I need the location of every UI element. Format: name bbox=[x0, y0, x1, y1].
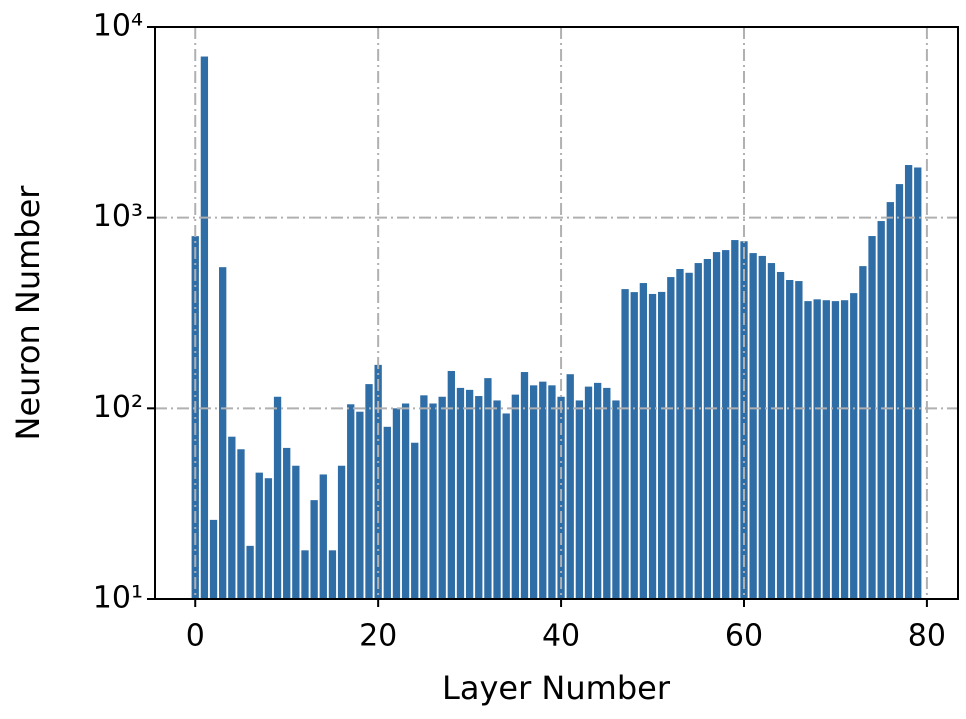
bar bbox=[895, 184, 904, 600]
bar bbox=[356, 411, 364, 599]
bar bbox=[612, 400, 620, 599]
bar bbox=[694, 263, 702, 599]
bar bbox=[475, 396, 483, 599]
bar bbox=[731, 240, 739, 600]
bar bbox=[529, 385, 538, 599]
bar bbox=[237, 449, 245, 599]
x-tick-label: 60 bbox=[725, 619, 763, 654]
bar bbox=[392, 408, 401, 599]
bar bbox=[804, 301, 812, 599]
bar bbox=[776, 271, 785, 599]
bar bbox=[658, 291, 666, 599]
y-axis-label: Neuron Number bbox=[9, 185, 47, 441]
bar bbox=[539, 381, 547, 599]
bar bbox=[447, 370, 455, 599]
bar bbox=[484, 378, 492, 599]
bar bbox=[520, 372, 529, 599]
x-tick-label: 40 bbox=[542, 619, 580, 654]
bar bbox=[740, 241, 748, 599]
bar bbox=[813, 299, 821, 599]
y-tick-label: 10³ bbox=[93, 199, 143, 234]
bar bbox=[914, 167, 922, 599]
bar bbox=[822, 300, 830, 599]
bar bbox=[831, 301, 840, 599]
x-tick-label: 0 bbox=[186, 619, 205, 654]
bar bbox=[566, 374, 574, 599]
bar bbox=[767, 263, 776, 599]
bar bbox=[310, 500, 318, 599]
bar bbox=[685, 272, 693, 599]
bar bbox=[209, 519, 218, 599]
bar bbox=[630, 292, 638, 599]
bar bbox=[465, 389, 474, 599]
bar bbox=[347, 404, 355, 599]
bar bbox=[429, 403, 437, 599]
bar bbox=[374, 364, 382, 599]
bar bbox=[639, 283, 648, 599]
bar bbox=[511, 394, 520, 599]
bar bbox=[904, 165, 913, 599]
bar bbox=[548, 385, 556, 599]
bar bbox=[219, 267, 227, 599]
bar bbox=[319, 474, 327, 599]
bar bbox=[786, 280, 794, 599]
bar bbox=[859, 266, 867, 599]
bar bbox=[420, 395, 428, 599]
plot-frame bbox=[154, 26, 959, 600]
bar bbox=[273, 396, 282, 599]
bar bbox=[438, 396, 446, 599]
bar bbox=[621, 289, 629, 599]
bar bbox=[722, 250, 730, 600]
bar bbox=[328, 550, 337, 599]
bar bbox=[365, 384, 373, 599]
bar bbox=[795, 281, 803, 599]
bar bbox=[593, 382, 602, 599]
bar bbox=[228, 436, 236, 599]
bar bbox=[292, 465, 300, 599]
bar bbox=[301, 550, 309, 599]
bar bbox=[493, 400, 501, 599]
y-tick-label: 10² bbox=[93, 390, 143, 425]
bar bbox=[246, 545, 254, 599]
x-tick-label: 80 bbox=[908, 619, 946, 654]
bar bbox=[603, 387, 611, 599]
bar bbox=[264, 478, 273, 599]
y-tick-label: 10¹ bbox=[93, 581, 143, 616]
bar bbox=[456, 387, 465, 599]
bar bbox=[758, 255, 766, 600]
bar bbox=[886, 202, 894, 599]
bar bbox=[283, 447, 291, 599]
bar bbox=[868, 236, 876, 599]
bar bbox=[255, 472, 263, 599]
y-tick-label: 10⁴ bbox=[93, 9, 143, 44]
bar bbox=[648, 293, 657, 599]
bar bbox=[703, 259, 712, 599]
bar bbox=[667, 277, 675, 599]
bar bbox=[383, 426, 391, 599]
bar bbox=[712, 252, 721, 600]
bar bbox=[850, 293, 858, 599]
bar bbox=[749, 253, 757, 599]
bar bbox=[401, 403, 410, 599]
bar bbox=[676, 268, 684, 599]
bar bbox=[840, 300, 849, 599]
bar bbox=[584, 386, 593, 599]
bar bbox=[877, 221, 885, 600]
bar bbox=[200, 56, 209, 599]
bar bbox=[502, 413, 510, 599]
bar bbox=[337, 465, 346, 599]
bar bbox=[575, 400, 584, 599]
bar bbox=[411, 442, 419, 599]
x-axis-label: Layer Number bbox=[442, 669, 671, 707]
x-tick-label: 20 bbox=[359, 619, 397, 654]
